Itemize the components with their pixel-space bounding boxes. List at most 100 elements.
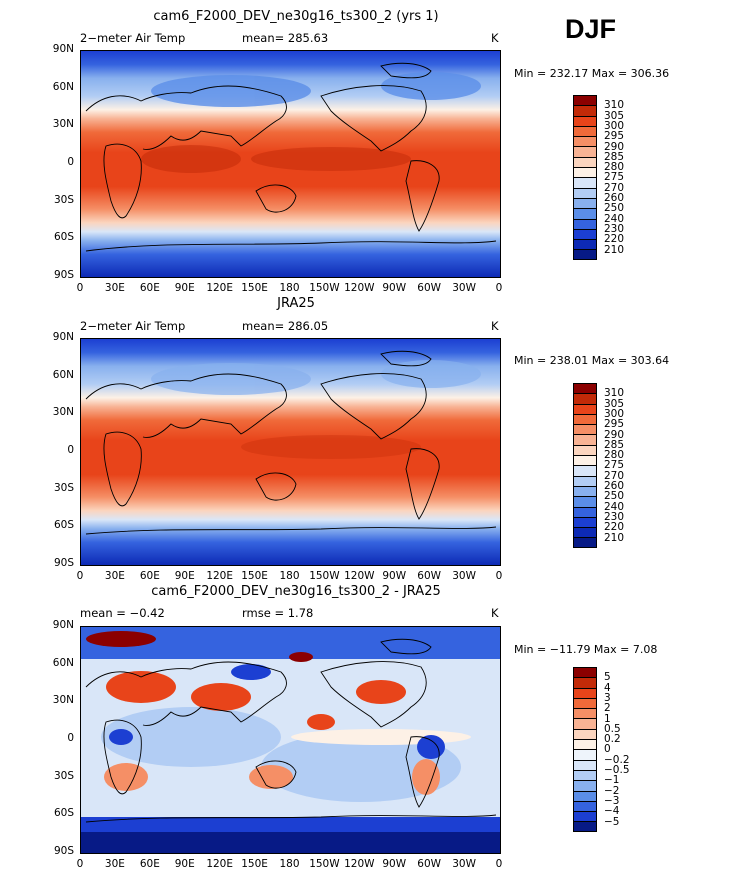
longitude-tick-label: 0 xyxy=(495,282,503,294)
colorbar-swatch xyxy=(573,393,597,404)
colorbar-level-label: 0.5 xyxy=(604,722,621,735)
colorbar-level-label: 1 xyxy=(604,712,611,725)
colorbar-level-label: 290 xyxy=(604,140,625,153)
latitude-tick-label: 90S xyxy=(53,845,74,857)
colorbar-level-label: 310 xyxy=(604,387,625,400)
colorbar-swatch xyxy=(573,718,597,729)
colorbar-level-label: 4 xyxy=(604,681,611,694)
colorbar-level-label: 5 xyxy=(604,671,611,684)
panel-3-rmse-label: rmse = 1.78 xyxy=(242,606,314,620)
longitude-tick-label: 0 xyxy=(76,282,84,294)
latitude-tick-label: 90N xyxy=(52,619,74,631)
colorbar-level-label: 310 xyxy=(604,99,625,112)
colorbar-swatch xyxy=(573,403,597,414)
latitude-tick-label: 60N xyxy=(52,368,74,381)
colorbar-level-label: −0.2 xyxy=(604,753,630,766)
latitude-tick-label: 90S xyxy=(53,557,74,569)
colorbar-level-label: 2 xyxy=(604,702,611,715)
longitude-tick-label: 30E xyxy=(104,282,125,294)
panel-1-units-label: K xyxy=(491,31,499,45)
latitude-tick-label: 30S xyxy=(53,481,74,494)
colorbar-swatch xyxy=(573,708,597,719)
colorbar-swatch xyxy=(573,677,597,688)
longitude-tick-label: 120W xyxy=(344,282,375,294)
panel-2-minmax: Min = 238.01 Max = 303.64 xyxy=(514,354,670,367)
colorbar-swatch xyxy=(573,455,597,466)
colorbar-swatch xyxy=(573,167,597,178)
longitude-tick-label: 30W xyxy=(452,570,476,582)
colorbar-swatch xyxy=(573,465,597,476)
longitude-tick-label: 0 xyxy=(495,858,503,870)
colorbar-swatch xyxy=(573,739,597,750)
colorbar-level-label: −3 xyxy=(604,794,620,807)
colorbar-swatch xyxy=(573,527,597,538)
colorbar-level-label: 230 xyxy=(604,510,625,523)
colorbar-level-label: 285 xyxy=(604,150,625,163)
panel-1-colorbar xyxy=(573,95,597,260)
latitude-tick-label: 30N xyxy=(52,406,74,419)
longitude-tick-label: 150W xyxy=(309,282,340,294)
panel-3-mean-label: mean = −0.42 xyxy=(80,606,165,620)
colorbar-swatch xyxy=(573,485,597,497)
colorbar-swatch xyxy=(573,496,597,507)
panel-3-map xyxy=(80,626,501,854)
colorbar-level-label: 210 xyxy=(604,531,625,544)
longitude-tick-label: 0 xyxy=(76,570,84,582)
longitude-tick-label: 150E xyxy=(241,282,268,294)
panel-1-title: cam6_F2000_DEV_ne30g16_ts300_2 (yrs 1) xyxy=(153,9,439,24)
colorbar-swatch xyxy=(573,146,597,157)
colorbar-swatch xyxy=(573,667,597,678)
colorbar-level-label: 270 xyxy=(604,469,625,482)
colorbar-level-label: 230 xyxy=(604,222,625,235)
colorbar-swatch xyxy=(573,769,597,781)
panel-2-title: JRA25 xyxy=(277,296,315,311)
colorbar-level-label: 270 xyxy=(604,181,625,194)
colorbar-swatch xyxy=(573,516,597,528)
colorbar-swatch xyxy=(573,136,597,147)
longitude-tick-label: 180 xyxy=(279,570,300,582)
colorbar-level-label: 250 xyxy=(604,202,625,215)
longitude-tick-label: 150E xyxy=(241,570,268,582)
longitude-tick-label: 120E xyxy=(206,282,233,294)
colorbar-swatch xyxy=(573,125,597,137)
colorbar-swatch xyxy=(573,218,597,229)
longitude-tick-label: 120E xyxy=(206,570,233,582)
colorbar-swatch xyxy=(573,537,597,548)
colorbar-level-label: −5 xyxy=(604,815,620,828)
colorbar-swatch xyxy=(573,811,597,822)
colorbar-level-label: 240 xyxy=(604,212,625,225)
colorbar-swatch xyxy=(573,197,597,209)
colorbar-level-label: 3 xyxy=(604,691,611,704)
colorbar-level-label: 300 xyxy=(604,119,625,132)
colorbar-level-label: 305 xyxy=(604,397,625,410)
panel-1-minmax: Min = 232.17 Max = 306.36 xyxy=(514,67,670,80)
latitude-tick-label: 0 xyxy=(67,156,74,168)
latitude-tick-label: 90N xyxy=(52,331,74,343)
latitude-tick-label: 60S xyxy=(53,519,74,532)
latitude-tick-label: 90S xyxy=(53,269,74,281)
longitude-tick-label: 90E xyxy=(174,570,195,582)
panel-1-mean-label: mean= 285.63 xyxy=(242,31,329,45)
colorbar-swatch xyxy=(573,780,597,791)
panel-1-map xyxy=(80,50,501,278)
colorbar-swatch xyxy=(573,228,597,240)
colorbar-swatch xyxy=(573,115,597,126)
panel-3-units-label: K xyxy=(491,606,499,620)
colorbar-level-label: −4 xyxy=(604,805,620,818)
colorbar-swatch xyxy=(573,239,597,250)
colorbar-level-label: 290 xyxy=(604,428,625,441)
longitude-tick-label: 0 xyxy=(76,858,84,870)
colorbar-swatch xyxy=(573,383,597,394)
colorbar-level-label: 305 xyxy=(604,109,625,122)
colorbar-swatch xyxy=(573,105,597,116)
colorbar-level-label: 275 xyxy=(604,459,625,472)
colorbar-level-label: 275 xyxy=(604,171,625,184)
colorbar-level-label: 295 xyxy=(604,130,625,143)
colorbar-swatch xyxy=(573,249,597,260)
panel-2-map xyxy=(80,338,501,566)
panel-2-variable-label: 2−meter Air Temp xyxy=(80,319,186,333)
colorbar-swatch xyxy=(573,687,597,698)
colorbar-level-label: −1 xyxy=(604,774,620,787)
season-label: DJF xyxy=(565,14,617,44)
colorbar-level-label: 0.2 xyxy=(604,733,621,746)
